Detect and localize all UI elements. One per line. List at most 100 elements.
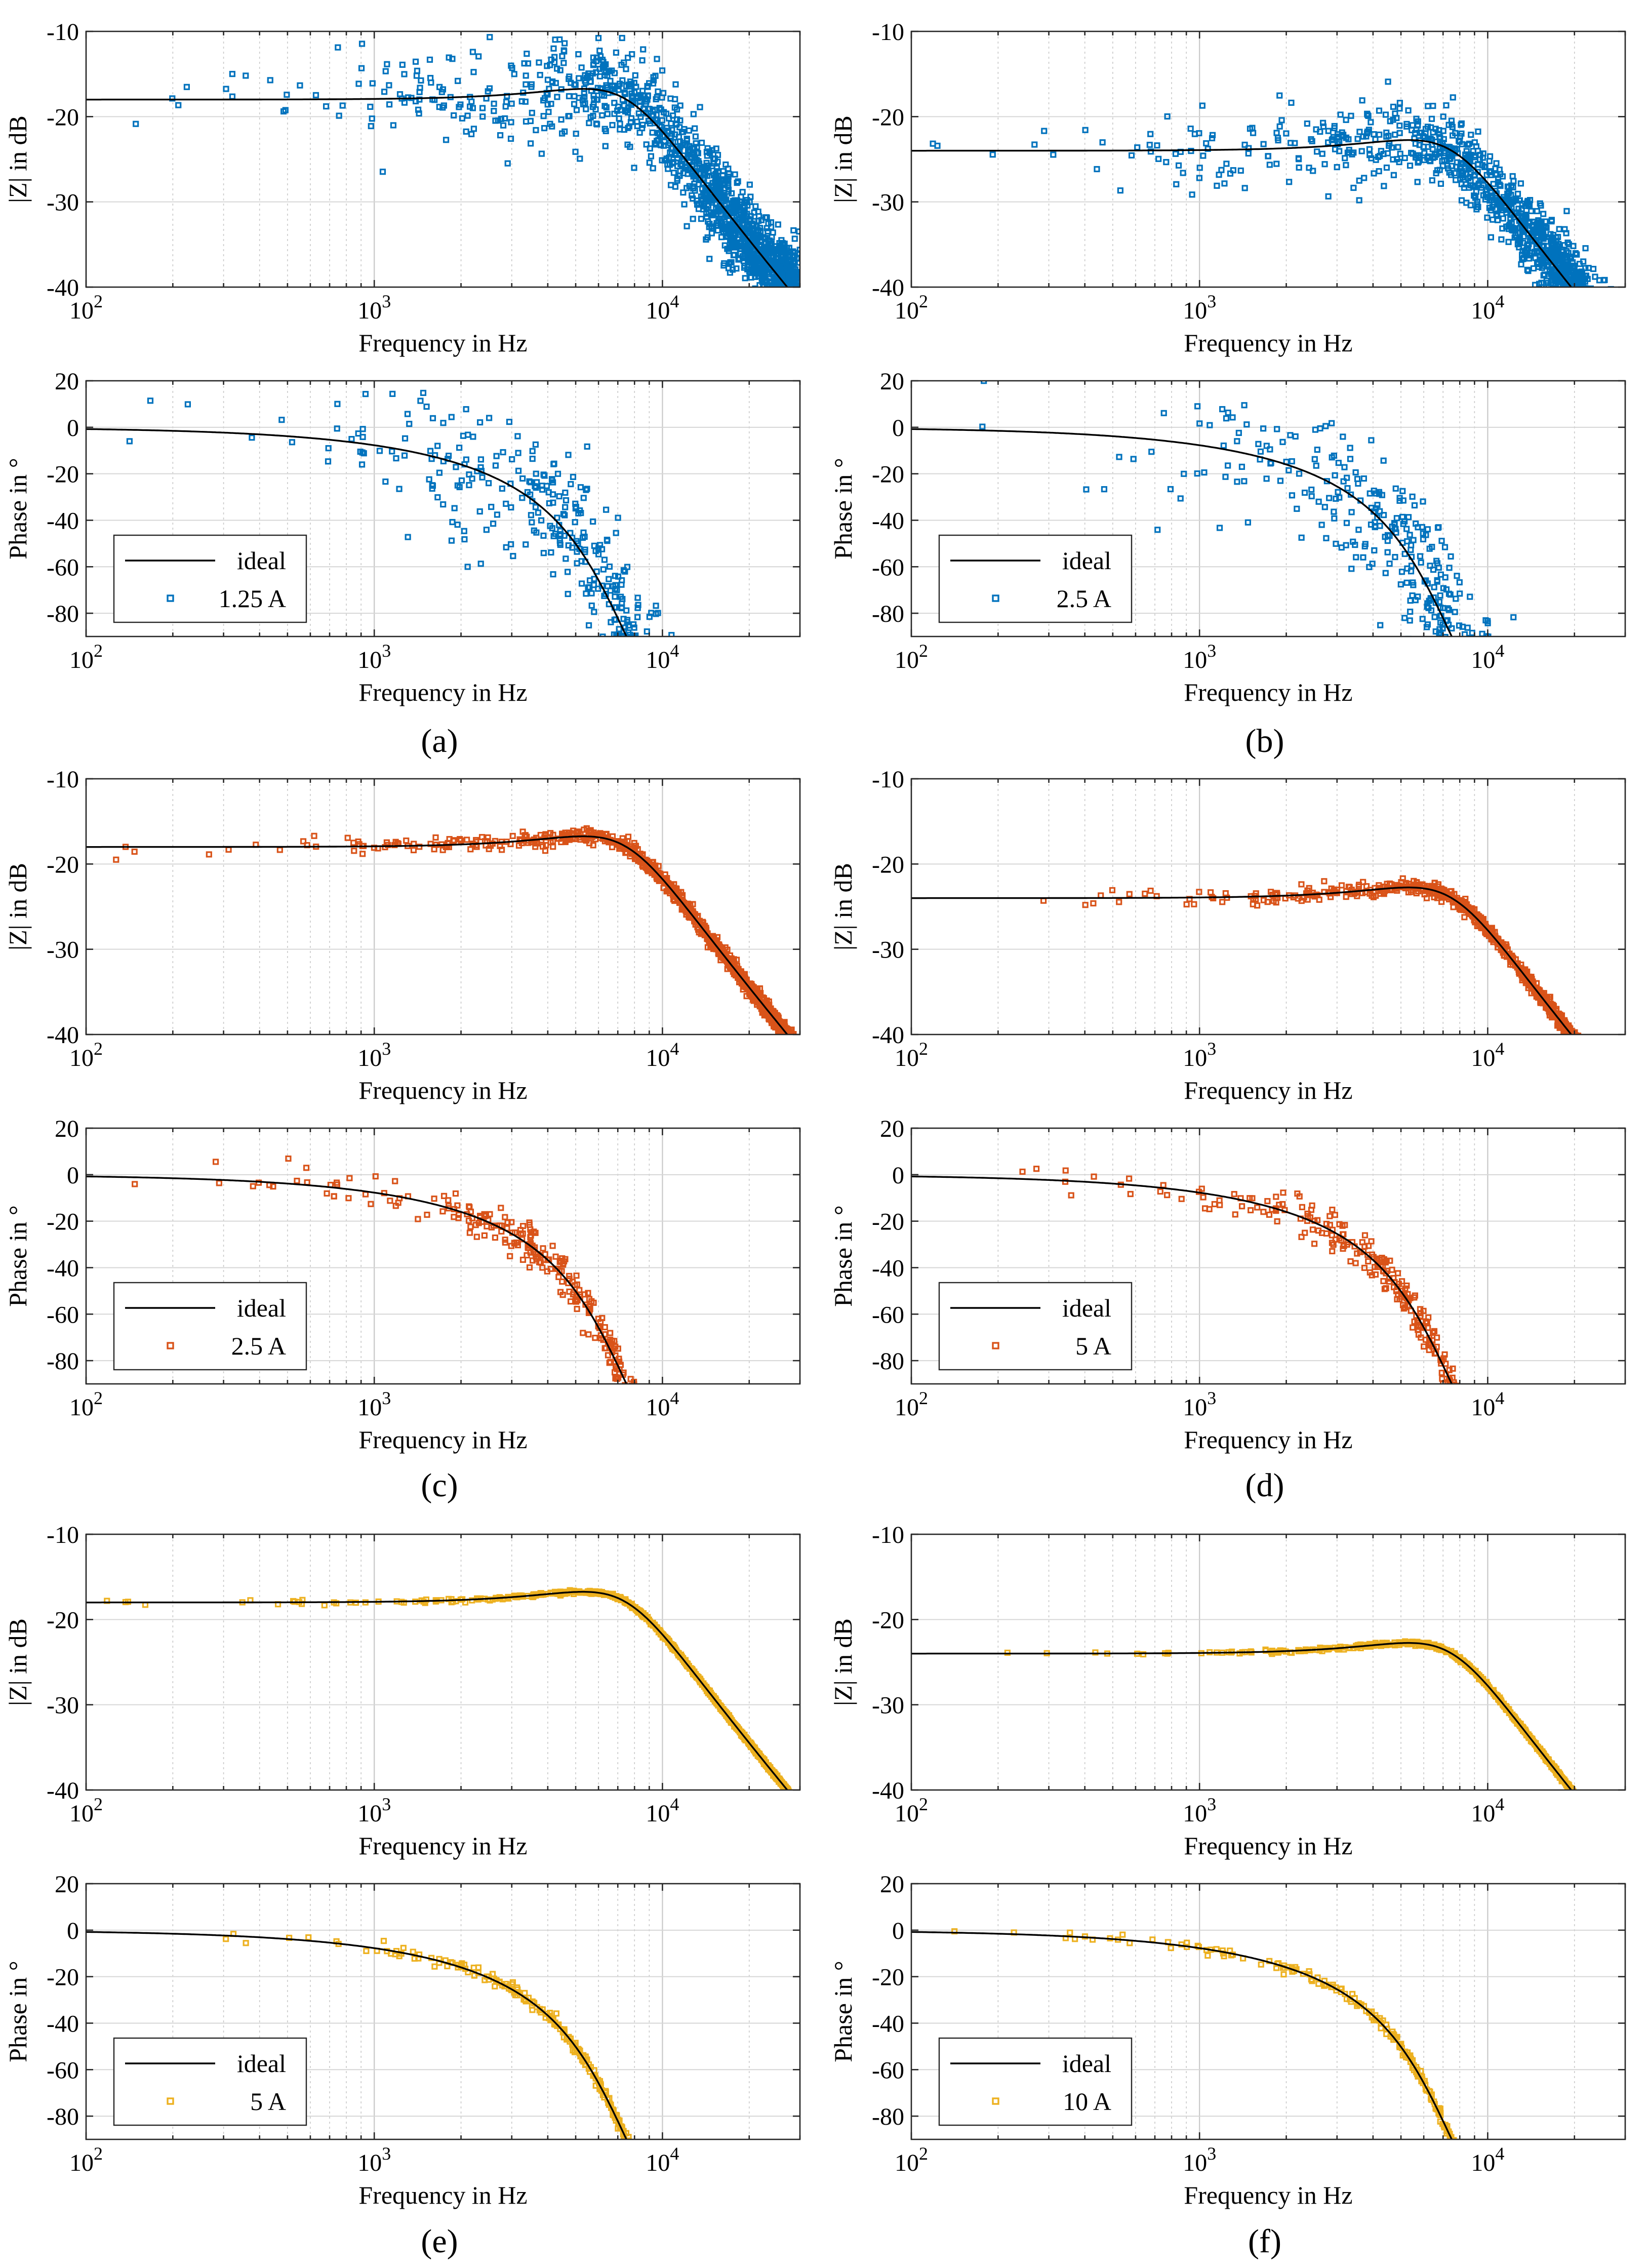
data-point <box>461 528 467 534</box>
data-point <box>636 98 643 104</box>
data-point <box>386 82 392 89</box>
data-point <box>671 104 678 111</box>
data-point <box>358 461 366 468</box>
data-point <box>359 433 366 441</box>
data-point <box>381 89 388 95</box>
data-point <box>406 421 413 427</box>
data-point <box>1538 229 1545 235</box>
data-point <box>751 218 758 224</box>
data-point <box>581 533 588 540</box>
data-point <box>583 590 589 597</box>
data-point <box>746 223 752 229</box>
data-point <box>672 151 679 158</box>
data-point <box>367 103 374 110</box>
data-point <box>568 481 574 488</box>
data-point <box>487 34 493 41</box>
data-point <box>1249 125 1256 131</box>
data-point <box>709 212 715 219</box>
data-point <box>500 449 506 456</box>
data-point <box>1383 164 1390 171</box>
data-point <box>491 100 497 107</box>
data-point <box>725 265 732 271</box>
data-point <box>650 74 657 81</box>
data-point <box>427 448 434 454</box>
data-point <box>690 173 697 180</box>
data-point <box>1313 148 1320 155</box>
data-point <box>1440 136 1447 142</box>
data-point <box>1482 196 1489 203</box>
data-point <box>572 148 579 155</box>
data-point <box>1147 148 1154 155</box>
data-point <box>790 227 797 234</box>
data-point <box>1569 277 1576 284</box>
data-point <box>1517 225 1523 231</box>
data-point <box>323 103 330 110</box>
data-point <box>1304 120 1310 127</box>
data-point <box>673 121 680 128</box>
data-point <box>592 106 599 113</box>
data-point <box>578 580 585 587</box>
data-point <box>770 258 776 265</box>
data-point <box>369 80 376 87</box>
data-point <box>1041 128 1048 134</box>
data-point <box>1196 165 1203 171</box>
y-tick-label: -20 <box>872 104 904 131</box>
data-point <box>593 69 599 75</box>
data-point <box>1514 190 1521 197</box>
data-point <box>667 95 674 102</box>
data-point <box>1418 130 1425 136</box>
data-point <box>477 561 484 567</box>
data-point <box>580 495 587 501</box>
data-point <box>739 189 746 195</box>
data-point <box>455 77 461 84</box>
data-point <box>549 525 555 532</box>
data-point <box>1540 243 1546 250</box>
data-point <box>692 125 698 132</box>
data-point <box>1321 504 1328 510</box>
data-point <box>783 263 790 270</box>
data-point <box>1525 241 1532 248</box>
data-point <box>415 106 422 113</box>
data-point <box>550 571 556 578</box>
data-point <box>544 101 551 108</box>
data-point <box>659 157 665 164</box>
data-point <box>565 569 571 575</box>
data-point <box>611 110 618 117</box>
data-point <box>1580 258 1587 265</box>
data-point <box>761 245 768 252</box>
data-point <box>561 48 568 55</box>
data-point <box>1483 186 1490 193</box>
data-point <box>794 280 800 286</box>
data-point <box>515 467 522 474</box>
data-point <box>565 452 572 458</box>
y-tick-label: 0 <box>67 415 79 442</box>
data-point <box>746 181 753 188</box>
x-tick-label: 104 <box>646 291 679 324</box>
data-point <box>1187 125 1194 132</box>
data-point <box>645 92 651 99</box>
data-point <box>486 85 493 92</box>
data-point <box>1450 94 1456 101</box>
data-point <box>573 130 579 137</box>
data-point <box>401 452 408 459</box>
data-point <box>595 551 602 558</box>
data-point <box>1555 241 1562 247</box>
data-point <box>741 262 748 269</box>
data-point <box>1390 156 1396 163</box>
data-point <box>701 171 707 177</box>
data-point <box>1431 153 1438 161</box>
data-point <box>1525 267 1532 274</box>
data-point <box>1220 442 1227 449</box>
data-point <box>715 168 721 175</box>
data-point <box>1230 167 1236 174</box>
data-point <box>1099 139 1106 146</box>
data-point <box>561 512 568 519</box>
data-point <box>1396 130 1403 136</box>
data-point <box>1360 133 1366 140</box>
data-point <box>1383 133 1390 140</box>
data-point <box>376 448 383 454</box>
data-point <box>1385 78 1391 85</box>
data-point <box>1473 206 1480 213</box>
